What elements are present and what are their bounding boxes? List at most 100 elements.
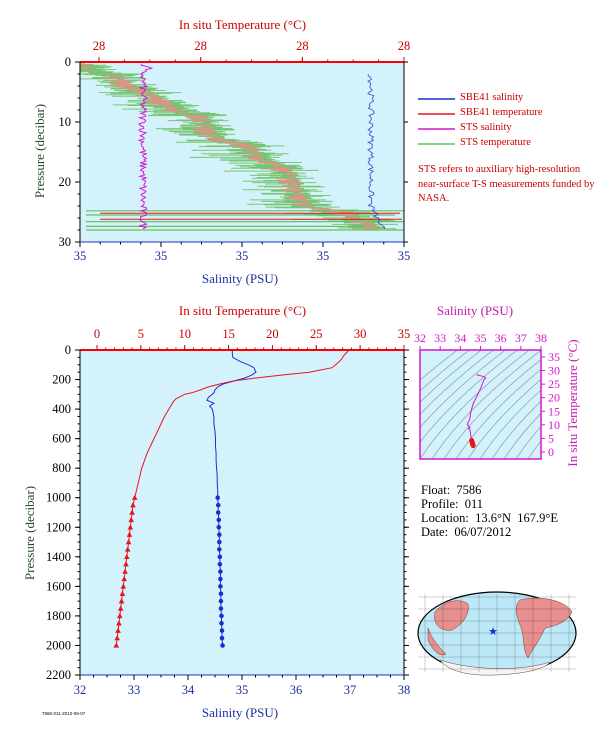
pressure-tick-label: 1400 xyxy=(46,550,71,564)
top-top-tick-label: 28 xyxy=(398,39,411,53)
sts-salinity-line xyxy=(137,63,154,230)
salinity-point xyxy=(215,495,220,501)
density-contour xyxy=(420,350,470,392)
info-float: Float: 7586 xyxy=(421,483,482,497)
pressure-tick-label: 1000 xyxy=(46,491,71,505)
temperature-point xyxy=(124,546,131,552)
temperature-point xyxy=(124,553,130,560)
temperature-point xyxy=(129,509,135,515)
salinity-tick-label: 38 xyxy=(398,683,411,697)
sbe41-temperature-series xyxy=(80,64,402,229)
temperature-tick-label: 30 xyxy=(354,327,367,341)
legend xyxy=(418,98,455,145)
salinity-point xyxy=(215,510,221,515)
density-contour xyxy=(420,350,458,381)
info-date: Date: 06/07/2012 xyxy=(421,525,512,539)
top-panel: 35 35 35 35 35 28 28 28 28 0 10 20 30 xyxy=(59,39,411,263)
ts-sal-tick-label: 34 xyxy=(454,331,466,345)
density-contour xyxy=(420,350,494,415)
ts-temp-tick-label: 0 xyxy=(548,445,554,459)
info-profile: Profile: 011 xyxy=(421,497,484,511)
temperature-point xyxy=(120,583,127,589)
temperature-point xyxy=(113,642,120,648)
salinity-point xyxy=(218,576,223,582)
top-xlabel-top: In situ Temperature (°C) xyxy=(178,17,307,32)
main-xlabel-top: In situ Temperature (°C) xyxy=(178,303,307,318)
density-contour xyxy=(443,359,541,459)
temperature-point xyxy=(128,516,135,523)
top-ylabel: Pressure (decibar) xyxy=(32,103,47,199)
ts-plot-area xyxy=(420,350,541,459)
pressure-tick-label: 200 xyxy=(52,373,71,387)
density-contour xyxy=(527,440,541,459)
salinity-tick-label: 37 xyxy=(344,683,357,697)
temperature-point xyxy=(126,531,133,537)
salinity-tick-label: 36 xyxy=(290,683,303,697)
ts-sal-tick-label: 33 xyxy=(434,331,446,345)
top-top-tick-label: 28 xyxy=(93,39,106,53)
ts-temp-tick-label: 10 xyxy=(548,418,560,432)
pressure-tick-label: 0 xyxy=(65,343,71,357)
main-panel: 32 33 34 35 36 37 38 0 5 10 15 20 25 30 35 0 200 400 600 80… xyxy=(46,327,410,697)
density-contour xyxy=(420,350,530,459)
salinity-point xyxy=(218,584,223,589)
ts-temp-tick-label: 25 xyxy=(548,377,560,391)
density-contour xyxy=(503,412,541,459)
salinity-point xyxy=(217,539,222,545)
ts-temp-tick-label: 30 xyxy=(548,364,560,378)
density-contour xyxy=(515,425,541,459)
temperature-profile-line xyxy=(115,349,349,646)
top-y-tick-label: 10 xyxy=(59,115,72,129)
ts-sal-tick-label: 36 xyxy=(495,331,507,345)
ts-sal-tick-label: 37 xyxy=(515,331,527,345)
salinity-point xyxy=(217,532,222,537)
temperature-point xyxy=(131,494,138,500)
salinity-point xyxy=(219,613,224,619)
salinity-point xyxy=(216,517,222,523)
ts-temp-tick-label: 15 xyxy=(548,404,560,418)
legend-label-sbe41-temperature: SBE41 temperature xyxy=(460,107,543,118)
density-contour xyxy=(455,368,541,459)
density-contour xyxy=(479,389,541,459)
temperature-point xyxy=(121,575,127,582)
temperature-tick-label: 35 xyxy=(398,327,411,341)
ts-sal-tick-label: 32 xyxy=(414,331,426,345)
temperature-point xyxy=(117,605,124,611)
salinity-point xyxy=(219,620,224,626)
pressure-tick-label: 400 xyxy=(52,402,71,416)
pressure-tick-label: 2200 xyxy=(46,668,71,682)
temperature-tick-label: 25 xyxy=(310,327,323,341)
ts-sal-tick-label: 38 xyxy=(535,331,547,345)
salinity-point xyxy=(215,502,221,508)
ts-point xyxy=(470,443,476,449)
pressure-tick-label: 1600 xyxy=(46,579,71,593)
temperature-tick-label: 10 xyxy=(178,327,191,341)
pressure-tick-label: 2000 xyxy=(46,638,71,652)
sbe41-salinity-line xyxy=(366,73,385,229)
top-bottom-tick-label: 35 xyxy=(155,249,168,263)
salinity-point xyxy=(218,606,224,611)
pressure-tick-label: 800 xyxy=(52,461,71,475)
salinity-point xyxy=(219,628,225,633)
ts-temp-tick-label: 5 xyxy=(548,431,554,445)
salinity-point xyxy=(217,554,223,560)
salinity-tick-label: 35 xyxy=(236,683,249,697)
top-bottom-tick-label: 35 xyxy=(236,249,249,263)
legend-label-sts-salinity: STS salinity xyxy=(460,122,512,133)
ts-sal-tick-label: 35 xyxy=(475,331,487,345)
temperature-point xyxy=(123,561,129,567)
temperature-point xyxy=(127,524,134,530)
salinity-point xyxy=(220,643,225,648)
salinity-tick-label: 33 xyxy=(128,683,141,697)
salinity-point xyxy=(219,635,225,641)
pressure-tick-label: 1800 xyxy=(46,609,71,623)
temperature-tick-label: 15 xyxy=(222,327,235,341)
temperature-point xyxy=(118,598,125,604)
ts-ylabel-right: In situ Temperature (°C) xyxy=(565,339,580,467)
top-xlabel-bottom: Salinity (PSU) xyxy=(201,271,279,286)
temperature-point xyxy=(115,627,121,633)
footer-id: 7586-011-2012-06-07 xyxy=(42,711,86,716)
density-contour xyxy=(491,400,541,459)
temperature-point xyxy=(114,635,120,641)
